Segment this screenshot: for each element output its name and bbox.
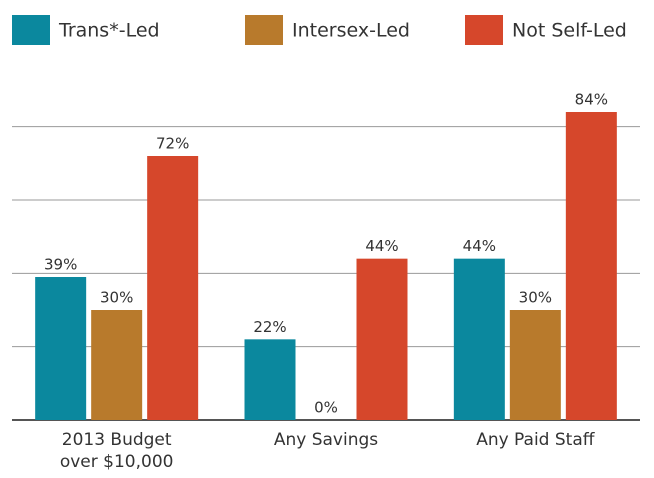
x-tick-label: Any Paid Staff <box>476 430 596 450</box>
value-label: 44% <box>365 237 398 255</box>
x-tick-label: 2013 Budget over $10,000 <box>60 430 174 472</box>
bar <box>147 156 199 420</box>
value-label: 30% <box>519 289 552 307</box>
bar <box>356 258 408 420</box>
legend-swatch <box>245 15 283 45</box>
value-label: 84% <box>575 91 608 109</box>
bar <box>453 258 505 420</box>
bar <box>509 310 561 420</box>
x-tick-label-line: Any Savings <box>274 430 378 450</box>
bar <box>244 339 296 420</box>
legend-label: Not Self-Led <box>512 20 627 42</box>
value-label: 39% <box>44 256 77 274</box>
x-tick-label: Any Savings <box>274 430 378 450</box>
bar <box>35 277 87 420</box>
value-label: 72% <box>156 135 189 153</box>
legend-swatch <box>12 15 50 45</box>
legend-label: Intersex-Led <box>292 20 410 42</box>
x-tick-label-line: Any Paid Staff <box>476 430 596 450</box>
x-tick-label-line: over $10,000 <box>60 452 174 472</box>
value-label: 30% <box>100 289 133 307</box>
legend-swatch <box>465 15 503 45</box>
x-tick-label-line: 2013 Budget <box>62 430 172 450</box>
bar <box>565 112 617 420</box>
bar <box>91 310 143 420</box>
legend-label: Trans*-Led <box>58 20 160 42</box>
value-label: 44% <box>463 237 496 255</box>
value-label: 22% <box>253 318 286 336</box>
value-label: 0% <box>314 399 338 417</box>
